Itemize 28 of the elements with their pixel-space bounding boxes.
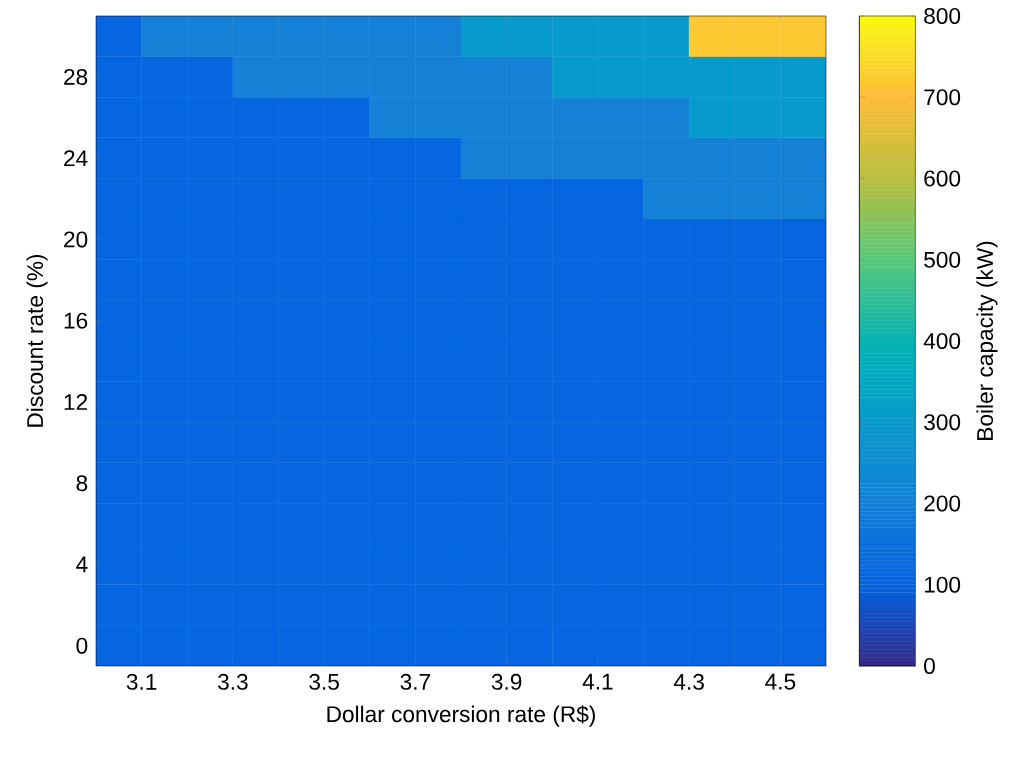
x-tick-label: 4.5 bbox=[765, 673, 796, 690]
color-bar-title: Boiler capacity (kW) bbox=[976, 241, 998, 440]
y-tick-label: 24 bbox=[64, 150, 88, 167]
x-tick-label: 4.3 bbox=[673, 673, 704, 690]
color-bar-label: 600 bbox=[924, 170, 961, 187]
x-tick-label: 3.7 bbox=[400, 673, 430, 690]
x-tick-label: 3.5 bbox=[309, 673, 339, 690]
y-tick-label: 8 bbox=[76, 475, 88, 492]
x-tick-label: 3.1 bbox=[126, 673, 157, 690]
y-axis-title: Discount rate (%) bbox=[26, 254, 48, 427]
y-tick-label: 4 bbox=[76, 556, 88, 573]
x-axis-title: Dollar conversion rate (R$) bbox=[327, 705, 595, 727]
color-bar-label: 700 bbox=[924, 89, 961, 106]
y-tick-label: 12 bbox=[64, 394, 88, 410]
x-tick-label: 3.9 bbox=[491, 673, 522, 690]
x-tick-label: 4.1 bbox=[582, 673, 613, 690]
color-bar-label: 0 bbox=[924, 657, 935, 675]
y-tick-label: 20 bbox=[64, 231, 88, 248]
x-tick-label: 3.3 bbox=[217, 673, 248, 690]
color-bar-label: 200 bbox=[924, 495, 961, 512]
y-tick-label: 0 bbox=[76, 637, 88, 654]
color-bar-label: 500 bbox=[924, 251, 961, 268]
color-bar-label: 300 bbox=[924, 414, 961, 431]
y-tick-label: 28 bbox=[64, 68, 88, 85]
color-bar-label: 100 bbox=[924, 576, 961, 593]
color-bar-label: 800 bbox=[924, 7, 961, 25]
y-tick-label: 16 bbox=[64, 312, 88, 329]
color-bar-label: 400 bbox=[923, 332, 961, 350]
